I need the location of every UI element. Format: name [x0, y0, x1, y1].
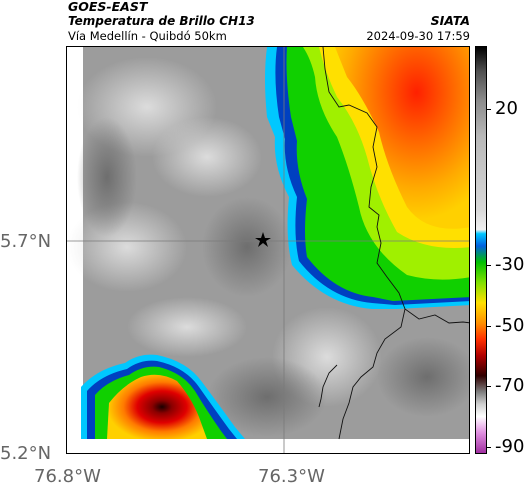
satellite-map: [66, 46, 470, 454]
cloud-texture: [127, 297, 247, 357]
colorbar-tick: [487, 109, 491, 110]
region-subtitle: Vía Medellín - Quibdó 50km: [68, 29, 227, 43]
star-marker-icon: [255, 232, 271, 247]
agency-label: SIATA: [430, 13, 470, 28]
latitude-label-5-7: 5.7°N: [0, 231, 52, 252]
longitude-label-76-3: 76.3°W: [258, 466, 325, 487]
colorbar-label-20: 20: [495, 98, 518, 119]
colorbar-label-minus-70: -70: [495, 375, 525, 396]
latitude-label-5-2: 5.2°N: [0, 443, 52, 464]
no-data-bottom-strip: [67, 439, 469, 453]
map-canvas: [67, 47, 469, 453]
colorbar-tick: [487, 326, 491, 327]
satellite-title: GOES-EAST: [68, 0, 148, 14]
border-line: [318, 364, 338, 408]
colorbar-tick: [487, 447, 491, 448]
timestamp-label: 2024-09-30 17:59: [366, 29, 470, 43]
temperature-colorbar: [475, 46, 487, 454]
cloud-core-orange: [335, 47, 469, 229]
cloud-texture: [202, 197, 292, 297]
cloud-texture: [377, 337, 469, 417]
cloud-texture: [152, 117, 262, 197]
longitude-label-76-8: 76.8°W: [34, 466, 101, 487]
border-line: [338, 308, 406, 440]
colorbar-tick: [487, 265, 491, 266]
colorbar-label-minus-50: -50: [495, 315, 525, 336]
product-title: Temperatura de Brillo CH13: [68, 14, 255, 28]
border-line: [322, 47, 469, 324]
cloud-texture: [77, 117, 137, 237]
colorbar-tick: [487, 386, 491, 387]
colorbar-label-minus-30: -30: [495, 254, 525, 275]
colorbar-label-minus-90: -90: [495, 436, 525, 457]
cell-core: [107, 374, 207, 439]
cloud-texture: [207, 357, 327, 437]
